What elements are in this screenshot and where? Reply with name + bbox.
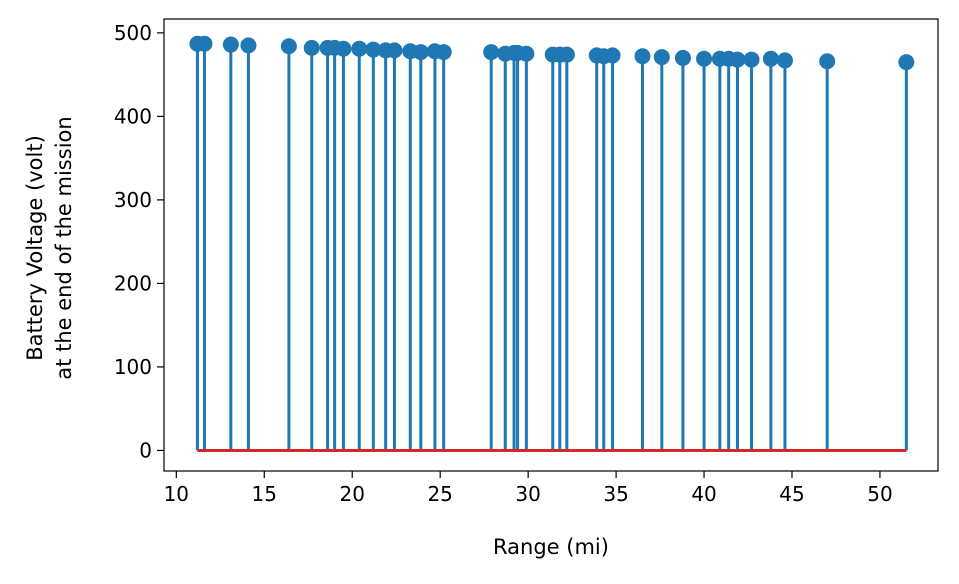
stem-marker [351, 40, 368, 57]
x-axis-ticks: 10 15 20 25 30 35 40 45 50 [164, 471, 893, 506]
x-tick-label: 30 [515, 482, 540, 506]
stem-marker [280, 38, 297, 55]
x-tick-label: 10 [164, 482, 189, 506]
x-tick-label: 50 [867, 482, 892, 506]
stem-marker [604, 47, 621, 64]
x-tick-label: 40 [691, 482, 716, 506]
stem-marker [240, 37, 257, 54]
y-tick-label: 200 [114, 271, 152, 295]
stem-marker [696, 50, 713, 67]
stems-layer [195, 43, 908, 451]
stem-marker [743, 51, 760, 68]
y-tick-label: 0 [139, 438, 152, 462]
stem-marker [558, 46, 575, 63]
y-axis-label-line1: Battery Voltage (volt) [23, 135, 47, 361]
stem-marker [435, 44, 452, 61]
stem-marker [653, 49, 670, 66]
y-tick-label: 500 [114, 21, 152, 45]
stem-marker [674, 49, 691, 66]
stem-marker [762, 50, 779, 67]
y-tick-label: 100 [114, 355, 152, 379]
stem-marker [303, 39, 320, 56]
stem-marker [819, 53, 836, 70]
stem-marker [335, 40, 352, 57]
stem-marker [518, 45, 535, 62]
stem-marker [196, 35, 213, 52]
x-tick-label: 20 [339, 482, 364, 506]
x-tick-label: 15 [252, 482, 277, 506]
stem-marker [776, 52, 793, 69]
stem-marker [386, 42, 403, 59]
stem-marker [483, 44, 500, 61]
x-tick-label: 45 [779, 482, 804, 506]
x-tick-label: 25 [427, 482, 452, 506]
x-tick-label: 35 [603, 482, 628, 506]
y-axis-ticks: 0 100 200 300 400 500 [114, 21, 164, 462]
stem-marker [898, 54, 915, 71]
markers-layer [189, 35, 915, 71]
stem-marker [729, 51, 746, 68]
stem-marker [222, 36, 239, 53]
y-axis-label-line2: at the end of the mission [52, 116, 76, 379]
stem-marker [365, 41, 382, 58]
x-axis-label: Range (mi) [493, 535, 609, 559]
y-tick-label: 400 [114, 104, 152, 128]
stem-marker [412, 44, 429, 61]
stem-marker [634, 48, 651, 65]
plot-frame [163, 18, 939, 472]
y-tick-label: 300 [114, 188, 152, 212]
